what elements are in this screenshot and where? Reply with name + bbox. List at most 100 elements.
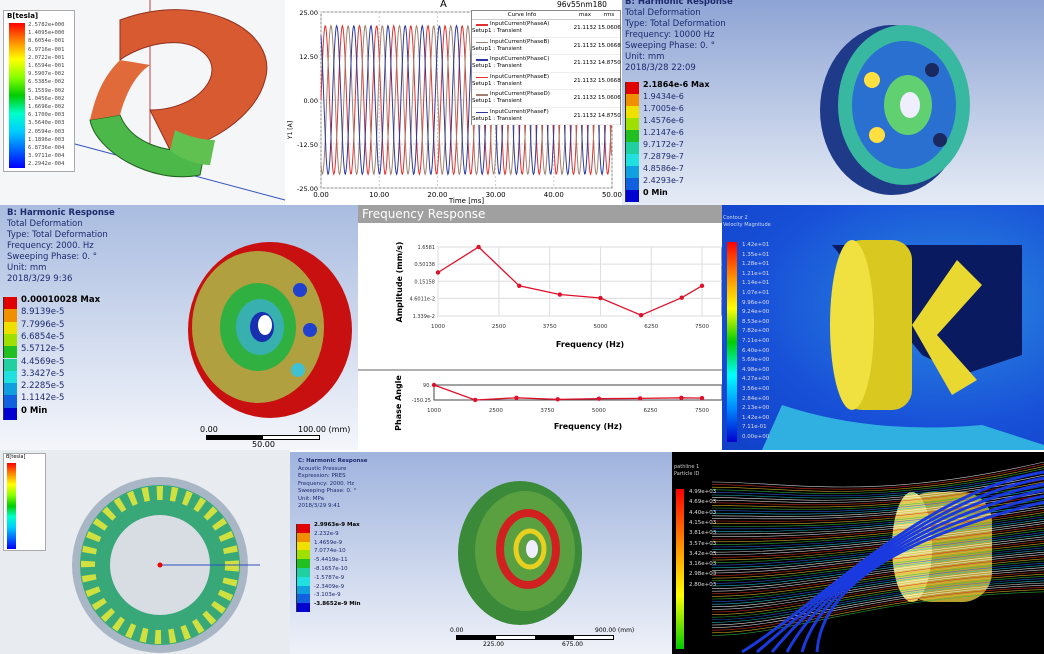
scale-q3: 675.00 <box>562 641 583 648</box>
data-point <box>431 382 437 388</box>
legend-value: 1.4659e-9 <box>314 539 343 546</box>
y-tick-label: 4.6011e-2 <box>409 296 435 302</box>
legend-value: 5.1559e-002 <box>28 87 65 94</box>
curve-setup: Setup1 : Transient <box>472 45 522 52</box>
result-info-line: Acoustic Pressure <box>298 465 347 472</box>
x-tick-label: 50.00 <box>602 191 622 199</box>
legend-swatch <box>625 118 639 130</box>
legend-value: 6.5385e-002 <box>28 79 65 86</box>
curve-name-line: InputCurrent(PhaseB) <box>472 39 572 46</box>
current-plot-panel: 25.00 12.50 0.00 -12.50 -25.00 0.00 10.00 20.00… <box>285 0 622 205</box>
legend-row[interactable]: InputCurrent(PhaseE) Setup1 : Transient 21… <box>472 73 621 90</box>
streamline <box>711 589 1044 634</box>
curve-name: InputCurrent(PhaseD) <box>490 91 550 98</box>
curve-swatch <box>476 41 488 43</box>
curve-max: 21.1132 <box>573 25 597 32</box>
streamline <box>711 549 1044 587</box>
series-line <box>437 246 703 316</box>
data-point <box>596 396 602 401</box>
streamline <box>711 472 1044 499</box>
legend-header-curve: Curve Info <box>507 12 537 18</box>
streamline-bundle <box>800 494 1044 653</box>
curve-name-cell: InputCurrent(PhaseC) Setup1 : Transient <box>472 56 572 70</box>
legend-value: 2.0722e-001 <box>28 54 65 61</box>
legend-swatch <box>3 395 17 408</box>
streamline-model <box>711 461 1044 654</box>
legend-value: 0.00e+00 <box>742 434 770 440</box>
legend-value: 4.69e+03 <box>689 499 717 506</box>
data-point <box>514 395 519 400</box>
legend-value: 3.42e+03 <box>689 550 717 557</box>
result-info-line: Unit: mm <box>7 263 47 273</box>
streamline <box>711 494 1044 522</box>
cfd-velocity-panel: Contour 2 Velocity Magnitude 1.42e+01 1.3… <box>722 205 1044 450</box>
legend-value: -2.3409e-9 <box>314 583 345 590</box>
color-scale <box>7 463 16 549</box>
legend-value: 6.6854e-5 <box>21 331 65 342</box>
legend-swatch <box>296 559 310 568</box>
x-tick-label: 2500 <box>489 408 503 414</box>
legend-swatch <box>296 576 310 586</box>
result-title: B: Harmonic Response <box>625 0 733 7</box>
curve-setup: Setup1 : Transient <box>472 63 522 70</box>
streamline <box>711 525 1044 558</box>
x-tick-label: 3750 <box>540 408 554 414</box>
legend-value: 2.232e-9 <box>314 530 339 537</box>
legend-value: 9.96e+00 <box>742 299 770 306</box>
curve-name: InputCurrent(PhaseF) <box>490 108 549 115</box>
curve-setup: Setup1 : Transient <box>472 28 522 35</box>
streamline <box>711 507 1044 537</box>
legend-value: -3.8652e-9 Min <box>314 601 361 608</box>
streamline <box>711 538 1044 574</box>
streamline <box>711 516 1044 548</box>
legend-row[interactable]: InputCurrent(PhaseC) Setup1 : Transient 21… <box>472 55 621 73</box>
streamline <box>711 582 1044 626</box>
legend-value: 1.21e+01 <box>742 270 770 277</box>
legend-row[interactable]: InputCurrent(PhaseA) Setup1 : Transient 21… <box>472 20 621 38</box>
legend-row[interactable]: InputCurrent(PhaseF) Setup1 : Transient 21… <box>472 108 621 125</box>
legend-swatch <box>296 550 310 560</box>
legend-row[interactable]: InputCurrent(PhaseD) Setup1 : Transient 21… <box>472 90 621 108</box>
streamline <box>711 521 1044 553</box>
legend-swatch <box>3 346 17 359</box>
curve-swatch <box>476 94 488 96</box>
legend-swatch <box>3 333 17 347</box>
legend-row[interactable]: InputCurrent(PhaseB) Setup1 : Transient 21… <box>472 38 621 55</box>
x-tick-label: 2500 <box>492 324 506 330</box>
harmonic-response-mid-panel: B: Harmonic Response Total Deformation Typ… <box>0 205 358 450</box>
legend-value: 1.4095e+000 <box>28 30 65 37</box>
legend-value: 1.6696e-002 <box>28 104 65 110</box>
legend-swatch <box>625 106 639 118</box>
data-point <box>699 283 705 289</box>
legend-value: 6.9716e-001 <box>28 46 65 53</box>
legend-value: 2.2285e-5 <box>21 381 65 392</box>
legend-value: 4.4569e-5 <box>21 356 65 367</box>
streamline-bundle <box>770 482 1044 653</box>
field-legend: B[tesla] <box>3 453 46 551</box>
field-legend: B[tesla] 2.5782e+000 1.4095e+000 8.6054e-0… <box>3 10 75 172</box>
legend-swatch <box>296 568 310 577</box>
y-axis-label: Y1 [A] <box>287 121 294 140</box>
disc-model <box>458 481 582 625</box>
legend-header-rms: rms <box>603 12 615 18</box>
legend-swatch <box>625 142 639 154</box>
scale-mid: 50.00 <box>252 440 275 449</box>
curve-max: 21.1132 <box>573 112 597 119</box>
legend-swatch <box>3 297 17 310</box>
legend-title: B[tesla] <box>7 12 39 20</box>
streamline-bundle <box>756 476 1044 654</box>
x-tick-label: 20.00 <box>427 191 447 199</box>
legend-value: 6.1700e-003 <box>28 112 65 119</box>
result-info-line: Unit: mm <box>625 52 665 62</box>
streamline <box>711 545 1044 582</box>
legend-title-2: Particle ID <box>674 471 700 477</box>
x-tick-label: 3750 <box>543 324 557 330</box>
legend-value: 3.9711e-004 <box>28 153 65 160</box>
scale-bar <box>456 635 614 640</box>
streamline <box>711 514 1044 545</box>
legend-value: 9.24e+00 <box>742 309 770 316</box>
streamline <box>711 488 1044 515</box>
legend-value: 1.9434e-6 <box>643 92 684 101</box>
legend-swatch <box>3 370 17 384</box>
streamline <box>711 543 1044 579</box>
